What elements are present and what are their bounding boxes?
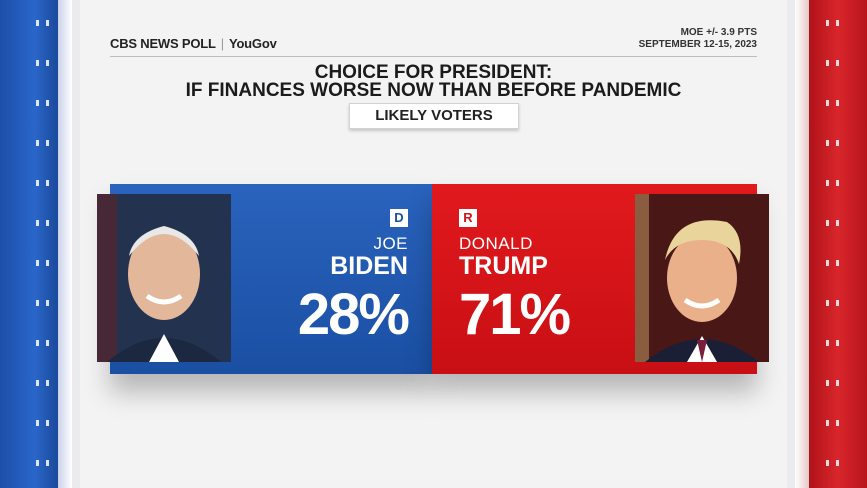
border-tick [836,140,839,146]
subgroup-label: LIKELY VOTERS [349,103,519,129]
border-tick [836,260,839,266]
candidate-photo-trump [635,194,769,362]
border-tick [36,220,39,226]
border-tick [46,460,49,466]
border-tick [36,380,39,386]
border-tick [836,180,839,186]
border-tick [46,220,49,226]
border-tick [826,300,829,306]
partner-brand: YouGov [228,36,277,51]
rep-last-name: TRUMP [459,252,548,280]
border-tick [46,420,49,426]
border-tick [46,340,49,346]
right-red-border [809,0,867,488]
rep-percent: 71% [459,282,571,347]
border-tick [836,100,839,106]
border-tick [836,460,839,466]
border-tick [36,60,39,66]
border-tick [826,140,829,146]
border-tick [826,380,829,386]
border-tick [36,420,39,426]
party-badge-dem: D [390,209,408,227]
border-tick [36,140,39,146]
border-tick [826,260,829,266]
poll-brand: CBS NEWS POLL [110,36,216,51]
border-tick [836,420,839,426]
candidate-photo-biden [97,194,231,362]
border-tick [36,460,39,466]
border-tick [46,180,49,186]
border-tick [36,20,39,26]
margin-of-error: MOE +/- 3.9 PTS [680,27,757,38]
header-rule [110,56,757,57]
border-tick [36,180,39,186]
poll-logo: CBS NEWS POLL | YouGov [110,36,277,51]
border-tick [826,180,829,186]
dem-percent: 28% [297,282,410,347]
poll-meta: MOE +/- 3.9 PTS SEPTEMBER 12-15, 2023 [639,27,757,51]
border-tick [46,140,49,146]
border-tick [36,300,39,306]
border-tick [46,100,49,106]
border-tick [826,20,829,26]
border-tick [836,340,839,346]
title-line-2: IF FINANCES WORSE NOW THAN BEFORE PANDEM… [185,80,682,101]
chart-title: CHOICE FOR PRESIDENT: IF FINANCES WORSE … [110,62,757,101]
border-tick [36,340,39,346]
border-tick [46,20,49,26]
border-tick [36,100,39,106]
border-tick [46,60,49,66]
border-tick [826,220,829,226]
border-tick [46,380,49,386]
border-tick [826,100,829,106]
rep-first-name: DONALD [459,234,533,253]
left-blue-border [0,0,58,488]
party-badge-rep: R [459,209,477,227]
left-stripe [58,0,72,488]
title-line-1: CHOICE FOR PRESIDENT: [314,62,553,83]
border-tick [836,60,839,66]
border-tick [836,20,839,26]
border-tick [836,380,839,386]
dem-first-name: JOE [373,234,408,253]
border-tick [836,300,839,306]
border-tick [826,340,829,346]
poll-dates: SEPTEMBER 12-15, 2023 [638,39,757,50]
border-tick [826,420,829,426]
dem-last-name: BIDEN [330,252,408,280]
border-tick [46,300,49,306]
border-tick [836,220,839,226]
border-tick [826,60,829,66]
border-tick [46,260,49,266]
border-tick [36,260,39,266]
right-stripe [795,0,809,488]
border-tick [826,460,829,466]
